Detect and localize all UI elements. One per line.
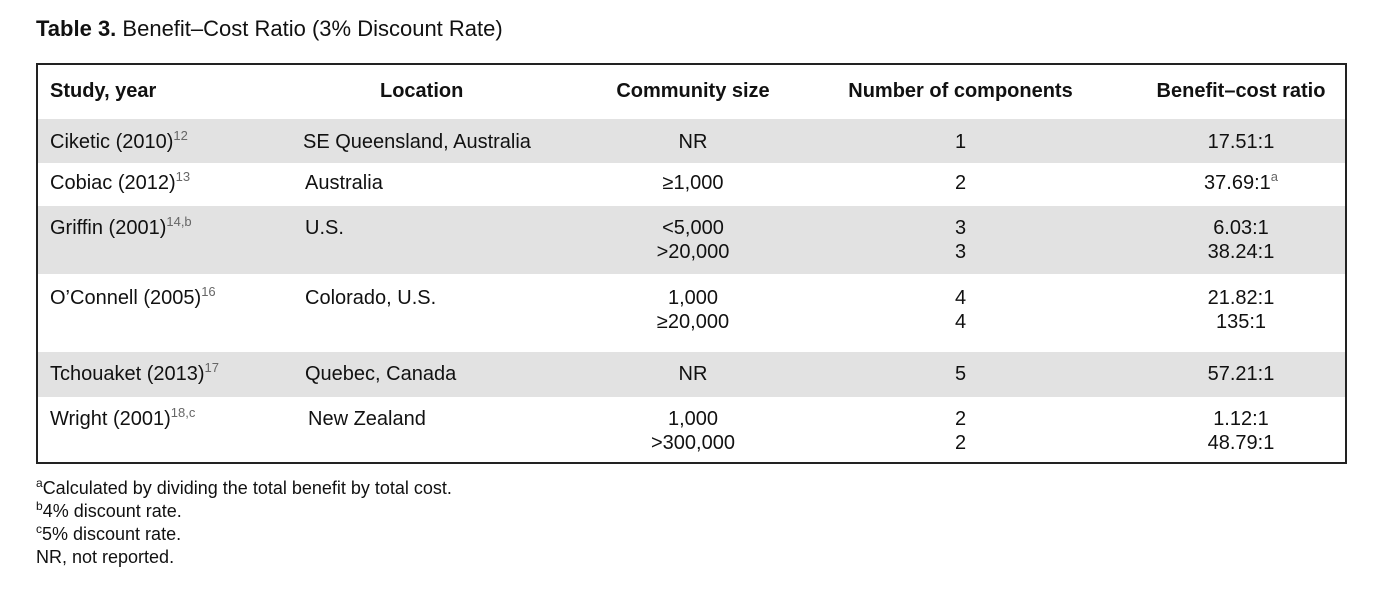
header-location: Location bbox=[380, 79, 463, 103]
benefit-cost-ratio-cell: 17.51:1 bbox=[1136, 130, 1346, 154]
table-row: O’Connell (2005)16 Colorado, U.S. 1,000 ≥20… bbox=[38, 274, 1345, 352]
reference-superscript: 12 bbox=[173, 128, 187, 143]
table-row: Griffin (2001)14,b U.S. <5,000 >20,000 3 3 6.0… bbox=[38, 206, 1345, 274]
study-cell: Wright (2001)18,c bbox=[50, 407, 195, 431]
header-components: Number of components bbox=[808, 79, 1113, 103]
header-benefit-cost-ratio: Benefit–cost ratio bbox=[1136, 79, 1346, 103]
benefit-cost-ratio-cell-value: 21.82:1 bbox=[1136, 286, 1346, 310]
footnote-text: NR, not reported. bbox=[36, 547, 174, 567]
location-cell: Australia bbox=[305, 171, 383, 195]
header-community-size: Community size bbox=[588, 79, 798, 103]
community-size-cell-value: 1,000 bbox=[588, 286, 798, 310]
study-cell: O’Connell (2005)16 bbox=[50, 286, 216, 310]
table-title: Benefit–Cost Ratio (3% Discount Rate) bbox=[122, 16, 502, 41]
study-cell: Griffin (2001)14,b bbox=[50, 216, 192, 240]
footnote-mark: a bbox=[36, 476, 43, 490]
community-size-cell-value: >300,000 bbox=[588, 431, 798, 455]
table-row: Wright (2001)18,c New Zealand 1,000 >300,00… bbox=[38, 397, 1345, 464]
community-size-cell: <5,000 >20,000 bbox=[588, 216, 798, 264]
benefit-cost-ratio-cell-value: 37.69:1a bbox=[1136, 171, 1346, 195]
community-size-cell-value: ≥1,000 bbox=[588, 171, 798, 195]
benefit-cost-ratio-cell: 21.82:1 135:1 bbox=[1136, 286, 1346, 334]
location-cell: U.S. bbox=[305, 216, 344, 240]
study-name: Ciketic (2010) bbox=[50, 131, 173, 153]
study-cell: Ciketic (2010)12 bbox=[50, 130, 188, 154]
reference-superscript: 18,c bbox=[171, 405, 196, 420]
benefit-cost-ratio-cell: 37.69:1a bbox=[1136, 171, 1346, 195]
reference-superscript: 16 bbox=[201, 284, 215, 299]
study-name: O’Connell (2005) bbox=[50, 287, 201, 309]
community-size-cell: NR bbox=[588, 130, 798, 154]
benefit-cost-ratio-cell-value: 1.12:1 bbox=[1136, 407, 1346, 431]
components-cell-value: 2 bbox=[808, 171, 1113, 195]
components-cell-value: 4 bbox=[808, 310, 1113, 334]
study-cell: Tchouaket (2013)17 bbox=[50, 362, 219, 386]
community-size-cell-value: 1,000 bbox=[588, 407, 798, 431]
footnote: b4% discount rate. bbox=[36, 500, 452, 523]
footnote-text: 4% discount rate. bbox=[43, 501, 182, 521]
components-cell-value: 2 bbox=[808, 431, 1113, 455]
location-cell: Quebec, Canada bbox=[305, 362, 456, 386]
benefit-cost-table: Study, year Location Community size Numb… bbox=[36, 63, 1347, 464]
community-size-cell: 1,000 >300,000 bbox=[588, 407, 798, 455]
benefit-cost-ratio-cell-value: 57.21:1 bbox=[1136, 362, 1346, 386]
components-cell: 5 bbox=[808, 362, 1113, 386]
community-size-cell-value: ≥20,000 bbox=[588, 310, 798, 334]
reference-superscript: 13 bbox=[176, 169, 190, 184]
community-size-cell-value: <5,000 bbox=[588, 216, 798, 240]
components-cell-value: 1 bbox=[808, 130, 1113, 154]
community-size-cell: NR bbox=[588, 362, 798, 386]
footnote-text: Calculated by dividing the total benefit… bbox=[43, 478, 452, 498]
study-name: Wright (2001) bbox=[50, 408, 171, 430]
study-name: Griffin (2001) bbox=[50, 217, 166, 239]
table-row: Cobiac (2012)13 Australia ≥1,000 2 37.69:1a bbox=[38, 163, 1345, 206]
benefit-cost-ratio-cell-value: 6.03:1 bbox=[1136, 216, 1346, 240]
table-caption: Table 3. Benefit–Cost Ratio (3% Discount… bbox=[36, 14, 503, 44]
table-row: Ciketic (2010)12 SE Queensland, Australia… bbox=[38, 119, 1345, 163]
benefit-cost-ratio-cell: 1.12:1 48.79:1 bbox=[1136, 407, 1346, 455]
header-study: Study, year bbox=[50, 79, 156, 103]
table-footnotes: aCalculated by dividing the total benefi… bbox=[36, 477, 452, 569]
footnote-mark: b bbox=[36, 499, 43, 513]
table-row: Tchouaket (2013)17 Quebec, Canada NR 5 57.21… bbox=[38, 352, 1345, 397]
community-size-cell-value: >20,000 bbox=[588, 240, 798, 264]
footnote: NR, not reported. bbox=[36, 546, 452, 569]
reference-superscript: 17 bbox=[205, 360, 219, 375]
benefit-cost-ratio-cell-value: 38.24:1 bbox=[1136, 240, 1346, 264]
footnote: aCalculated by dividing the total benefi… bbox=[36, 477, 452, 500]
components-cell-value: 3 bbox=[808, 240, 1113, 264]
components-cell-value: 5 bbox=[808, 362, 1113, 386]
components-cell: 2 bbox=[808, 171, 1113, 195]
study-cell: Cobiac (2012)13 bbox=[50, 171, 190, 195]
community-size-cell: 1,000 ≥20,000 bbox=[588, 286, 798, 334]
table-label: Table 3. bbox=[36, 16, 116, 41]
components-cell-value: 4 bbox=[808, 286, 1113, 310]
benefit-cost-ratio-cell: 6.03:1 38.24:1 bbox=[1136, 216, 1346, 264]
benefit-cost-ratio-cell: 57.21:1 bbox=[1136, 362, 1346, 386]
benefit-cost-ratio-cell-value: 135:1 bbox=[1136, 310, 1346, 334]
components-cell-value: 2 bbox=[808, 407, 1113, 431]
community-size-cell-value: NR bbox=[588, 130, 798, 154]
benefit-cost-ratio-cell-value: 17.51:1 bbox=[1136, 130, 1346, 154]
table-header-row: Study, year Location Community size Numb… bbox=[38, 65, 1345, 119]
footnote: c5% discount rate. bbox=[36, 523, 452, 546]
community-size-cell: ≥1,000 bbox=[588, 171, 798, 195]
footnote-text: 5% discount rate. bbox=[42, 524, 181, 544]
components-cell-value: 3 bbox=[808, 216, 1113, 240]
study-name: Tchouaket (2013) bbox=[50, 363, 205, 385]
location-cell: SE Queensland, Australia bbox=[303, 130, 531, 154]
footnote-marker: a bbox=[1271, 169, 1278, 184]
community-size-cell-value: NR bbox=[588, 362, 798, 386]
study-name: Cobiac (2012) bbox=[50, 172, 176, 194]
location-cell: New Zealand bbox=[308, 407, 426, 431]
reference-superscript: 14,b bbox=[166, 214, 191, 229]
location-cell: Colorado, U.S. bbox=[305, 286, 436, 310]
benefit-cost-ratio-cell-value: 48.79:1 bbox=[1136, 431, 1346, 455]
components-cell: 1 bbox=[808, 130, 1113, 154]
